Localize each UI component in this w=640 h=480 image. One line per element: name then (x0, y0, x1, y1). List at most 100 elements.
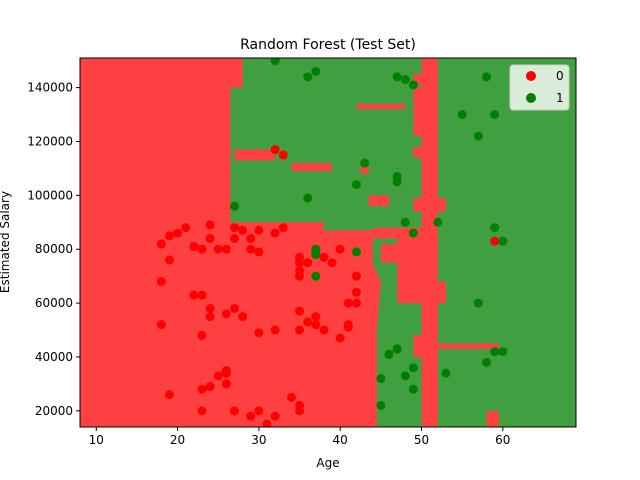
point-class-0 (156, 277, 166, 287)
y-tick-label: 140000 (27, 81, 73, 95)
point-class-0 (295, 406, 305, 416)
class-0-patch-3 (368, 195, 389, 207)
point-class-1 (408, 80, 418, 90)
y-tick-label: 100000 (27, 188, 73, 202)
point-class-1 (392, 72, 402, 82)
point-class-0 (238, 225, 248, 235)
y-tick-label: 40000 (35, 350, 73, 364)
class-0-patch-15 (413, 87, 438, 137)
class-0-patch-5 (380, 243, 398, 263)
y-axis-ticks: 20000 40000 60000 80000 100000 120000 140000 (27, 81, 80, 418)
point-class-0 (295, 325, 305, 335)
point-class-0 (229, 233, 239, 243)
point-class-0 (319, 325, 329, 335)
point-class-1 (303, 193, 313, 203)
point-class-1 (392, 172, 402, 182)
point-class-0 (213, 371, 223, 381)
class-0-patch-17 (226, 58, 243, 88)
point-class-0 (246, 244, 256, 254)
point-class-0 (351, 298, 361, 308)
class-0-patch-0 (234, 149, 276, 161)
class-0-patch-14 (413, 74, 430, 85)
point-class-1 (351, 180, 361, 190)
point-class-1 (270, 58, 280, 66)
point-class-0 (303, 317, 313, 327)
y-tick-label: 120000 (27, 134, 73, 148)
data-points (156, 58, 508, 427)
point-class-0 (197, 244, 207, 254)
point-class-0 (254, 225, 264, 235)
point-class-0 (181, 223, 191, 233)
point-class-0 (319, 252, 329, 262)
point-class-0 (270, 325, 280, 335)
point-class-0 (351, 271, 361, 281)
legend-label-0: 0 (556, 69, 564, 83)
y-tick-label: 80000 (35, 242, 73, 256)
point-class-1 (482, 72, 492, 82)
decision-regions (80, 58, 499, 427)
point-class-0 (327, 258, 337, 268)
point-class-0 (156, 239, 166, 249)
point-class-0 (205, 233, 215, 243)
legend-marker-0 (526, 71, 536, 81)
y-tick-label: 60000 (35, 296, 73, 310)
point-class-0 (197, 330, 207, 340)
point-class-0 (164, 255, 174, 265)
point-class-0 (270, 228, 280, 238)
point-class-1 (408, 228, 418, 238)
legend-box (509, 64, 570, 111)
point-class-0 (173, 228, 183, 238)
y-tick-label: 20000 (35, 404, 73, 418)
chart-title: Random Forest (Test Set) (240, 37, 416, 53)
point-class-1 (311, 271, 321, 281)
point-class-1 (490, 347, 500, 357)
x-tick-label: 40 (333, 433, 348, 447)
point-class-0 (205, 382, 215, 392)
class-0-patch-13 (356, 103, 406, 110)
point-class-0 (229, 223, 239, 233)
point-class-0 (221, 379, 231, 389)
point-class-0 (213, 244, 223, 254)
point-class-0 (221, 244, 231, 254)
class-0-patch-2 (360, 165, 369, 174)
point-class-0 (246, 411, 256, 421)
point-class-0 (286, 392, 296, 402)
y-axis-label: Estimated Salary (0, 191, 12, 293)
point-class-0 (205, 312, 215, 322)
x-tick-label: 30 (251, 433, 266, 447)
point-class-0 (246, 233, 256, 243)
point-class-0 (238, 312, 248, 322)
class-0-patch-11 (413, 198, 446, 212)
point-class-1 (392, 344, 402, 354)
point-class-0 (197, 290, 207, 300)
point-class-1 (384, 349, 394, 359)
point-class-0 (221, 309, 231, 319)
plot-frame (79, 57, 577, 428)
point-class-0 (303, 258, 313, 268)
point-class-0 (189, 242, 199, 252)
class-0-patch-12 (413, 146, 438, 158)
point-class-1 (303, 72, 313, 82)
point-class-0 (278, 150, 288, 160)
point-class-0 (156, 320, 166, 330)
point-class-1 (408, 363, 418, 373)
class-0-patch-16 (486, 410, 499, 427)
point-class-0 (278, 223, 288, 233)
point-class-1 (408, 384, 418, 394)
point-class-1 (376, 374, 386, 384)
x-tick-label: 20 (170, 433, 185, 447)
point-class-0 (164, 390, 174, 400)
point-class-1 (498, 347, 508, 357)
point-class-0 (254, 247, 264, 257)
point-class-0 (295, 306, 305, 316)
x-tick-label: 60 (495, 433, 510, 447)
point-class-0 (164, 231, 174, 241)
point-class-0 (311, 312, 321, 322)
point-class-1 (433, 217, 443, 227)
point-class-0 (205, 220, 215, 230)
point-class-0 (311, 320, 321, 330)
legend: 0 1 (509, 64, 570, 111)
point-class-0 (343, 298, 353, 308)
x-tick-label: 10 (89, 433, 104, 447)
